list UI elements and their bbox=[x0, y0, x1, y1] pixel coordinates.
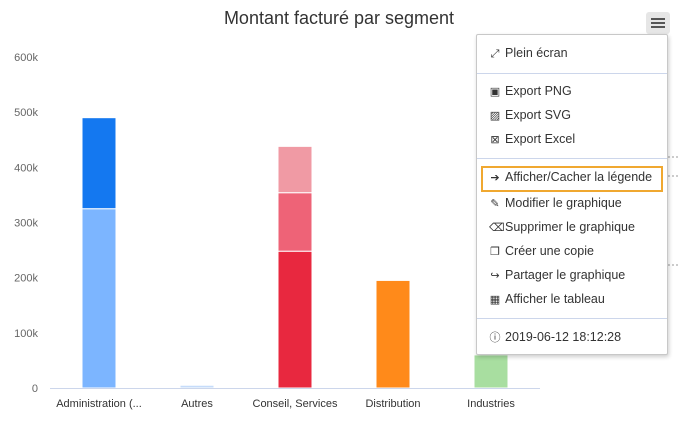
bar-segment[interactable] bbox=[277, 192, 313, 252]
bar-segment[interactable] bbox=[277, 250, 313, 389]
menu-item-toggle-legend[interactable]: ➔ Afficher/Cacher la légende bbox=[481, 166, 663, 192]
bar-segment[interactable] bbox=[81, 117, 117, 210]
share-icon: ↪ bbox=[490, 270, 500, 282]
y-tick-label: 500k bbox=[14, 107, 38, 119]
y-tick-label: 100k bbox=[14, 328, 38, 340]
menu-item-copy-chart[interactable]: ❐ Créer une copie bbox=[481, 240, 663, 262]
bar-segment[interactable] bbox=[375, 279, 411, 389]
x-category-label: Industries bbox=[467, 398, 515, 410]
menu-item-export-excel[interactable]: ⊠ Export Excel bbox=[481, 128, 663, 150]
menu-item-label: Créer une copie bbox=[505, 244, 594, 258]
x-category-label: Distribution bbox=[365, 398, 420, 410]
y-tick-label: 200k bbox=[14, 273, 38, 285]
bar-segment[interactable] bbox=[179, 384, 215, 389]
bar-segment[interactable] bbox=[473, 354, 509, 389]
menu-item-label: Partager le graphique bbox=[505, 268, 626, 282]
menu-item-export-svg[interactable]: ▨ Export SVG bbox=[481, 104, 663, 126]
x-category-label: Autres bbox=[181, 398, 213, 410]
y-tick-label: 400k bbox=[14, 162, 38, 174]
image-file-icon: ▣ bbox=[489, 86, 501, 98]
y-tick-label: 600k bbox=[14, 52, 38, 64]
expand-icon: ⤢ bbox=[490, 48, 500, 60]
menu-item-delete-chart[interactable]: ⌫Supprimer le graphique bbox=[481, 216, 663, 238]
bar-segment[interactable] bbox=[81, 208, 117, 389]
info-icon: ⓘ bbox=[489, 332, 501, 344]
x-category-label: Administration (... bbox=[56, 398, 142, 410]
bar-segment[interactable] bbox=[277, 145, 313, 194]
menu-item-label: Afficher le tableau bbox=[505, 292, 605, 306]
chart-context-menu: ⤢ Plein écran ▣ Export PNG ▨ Export SVG ⊠ Ex… bbox=[476, 34, 668, 355]
y-tick-label: 0 bbox=[32, 383, 38, 395]
y-axis: 0 100k 200k 300k 400k 500k 600k bbox=[14, 52, 38, 395]
menu-item-export-png[interactable]: ▣ Export PNG bbox=[481, 80, 663, 102]
bars bbox=[81, 117, 509, 389]
menu-separator bbox=[477, 73, 667, 74]
menu-item-edit-chart[interactable]: ✎ Modifier le graphique bbox=[481, 192, 663, 214]
excel-file-icon: ⊠ bbox=[490, 134, 500, 146]
chart-menu-button[interactable] bbox=[646, 12, 670, 34]
table-icon: ▦ bbox=[489, 294, 501, 306]
menu-item-label: Export PNG bbox=[505, 84, 572, 98]
wrench-icon: ✎ bbox=[490, 198, 500, 210]
x-category-label: Conseil, Services bbox=[253, 398, 338, 410]
menu-item-fullscreen[interactable]: ⤢ Plein écran bbox=[481, 42, 663, 64]
arrow-right-icon: ➔ bbox=[490, 172, 500, 184]
menu-separator bbox=[477, 158, 667, 159]
menu-item-label: Plein écran bbox=[505, 46, 568, 60]
y-tick-label: 300k bbox=[14, 218, 38, 230]
menu-separator bbox=[477, 318, 667, 319]
copy-icon: ❐ bbox=[490, 246, 500, 258]
menu-item-label: Export Excel bbox=[505, 132, 576, 146]
menu-item-share-chart[interactable]: ↪ Partager le graphique bbox=[481, 264, 663, 286]
menu-item-label: Export SVG bbox=[505, 108, 571, 122]
chart-title: Montant facturé par segment bbox=[223, 8, 455, 28]
menu-item-timestamp: ⓘ 2019-06-12 18:12:28 bbox=[481, 326, 663, 348]
menu-item-label: Supprimer le graphique bbox=[505, 220, 635, 234]
trash-icon: ⌫ bbox=[489, 222, 505, 234]
menu-item-label: Modifier le graphique bbox=[505, 196, 622, 210]
picture-icon: ▨ bbox=[489, 110, 501, 122]
menu-item-label: 2019-06-12 18:12:28 bbox=[505, 330, 622, 344]
menu-item-label: Afficher/Cacher la légende bbox=[505, 170, 653, 184]
menu-item-show-table[interactable]: ▦ Afficher le tableau bbox=[481, 288, 663, 310]
x-axis: Administration (... Autres Conseil, Servic… bbox=[56, 398, 515, 410]
